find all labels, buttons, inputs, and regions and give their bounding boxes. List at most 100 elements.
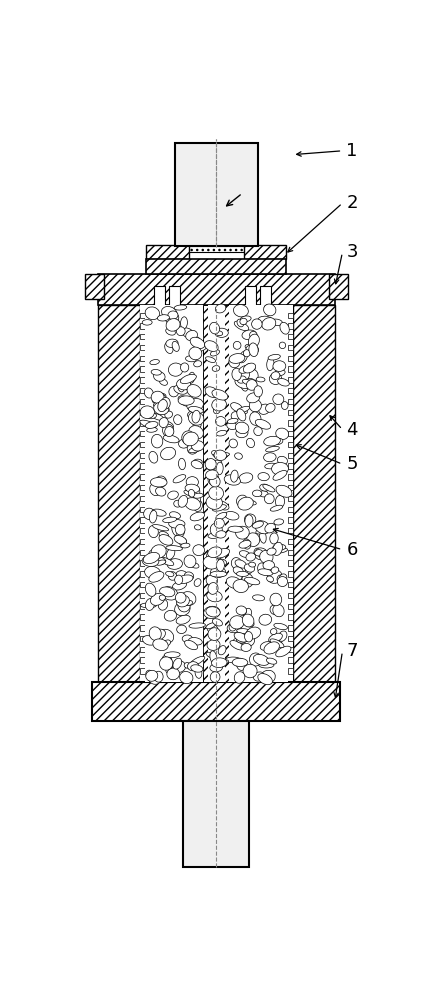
Bar	[288, 636, 292, 641]
Ellipse shape	[270, 319, 282, 326]
Ellipse shape	[194, 361, 202, 367]
Ellipse shape	[149, 451, 158, 463]
Ellipse shape	[229, 439, 238, 448]
Ellipse shape	[187, 662, 199, 671]
Bar	[140, 571, 145, 577]
Ellipse shape	[214, 405, 221, 414]
Ellipse shape	[159, 595, 165, 600]
Ellipse shape	[193, 500, 203, 511]
Ellipse shape	[273, 361, 286, 371]
Ellipse shape	[165, 571, 174, 576]
Ellipse shape	[246, 438, 254, 448]
Ellipse shape	[216, 559, 225, 571]
Ellipse shape	[271, 372, 280, 380]
Ellipse shape	[190, 486, 200, 497]
Text: 1: 1	[346, 142, 357, 160]
Ellipse shape	[255, 419, 271, 429]
Ellipse shape	[146, 670, 158, 681]
Ellipse shape	[277, 577, 287, 587]
Ellipse shape	[259, 404, 270, 414]
Bar	[288, 507, 292, 512]
Ellipse shape	[260, 530, 266, 543]
Bar	[140, 420, 145, 426]
Bar	[230, 356, 234, 361]
Ellipse shape	[264, 304, 276, 316]
Ellipse shape	[148, 413, 157, 419]
Ellipse shape	[157, 394, 166, 406]
Ellipse shape	[244, 500, 256, 505]
Ellipse shape	[235, 560, 246, 568]
Bar	[199, 366, 203, 372]
Ellipse shape	[211, 451, 219, 456]
Ellipse shape	[234, 632, 248, 642]
Ellipse shape	[243, 363, 256, 373]
Ellipse shape	[249, 562, 256, 567]
Ellipse shape	[270, 505, 283, 511]
Ellipse shape	[265, 403, 275, 412]
Bar	[140, 507, 145, 512]
Ellipse shape	[159, 629, 174, 643]
Ellipse shape	[166, 328, 176, 335]
Bar	[230, 366, 234, 372]
Bar	[288, 668, 292, 674]
Ellipse shape	[247, 369, 258, 381]
Bar	[199, 334, 203, 339]
Ellipse shape	[254, 386, 262, 397]
Ellipse shape	[179, 538, 187, 546]
Ellipse shape	[276, 485, 292, 497]
Ellipse shape	[241, 575, 251, 586]
Ellipse shape	[260, 484, 270, 491]
Ellipse shape	[259, 662, 274, 668]
Ellipse shape	[177, 527, 185, 538]
Ellipse shape	[169, 386, 179, 397]
Ellipse shape	[216, 531, 226, 538]
Ellipse shape	[159, 557, 174, 566]
Bar	[230, 399, 234, 404]
Ellipse shape	[206, 575, 217, 586]
Ellipse shape	[237, 319, 244, 327]
Ellipse shape	[260, 550, 273, 563]
Ellipse shape	[258, 674, 273, 685]
Ellipse shape	[146, 599, 154, 610]
Ellipse shape	[193, 459, 202, 465]
Ellipse shape	[249, 331, 257, 339]
Ellipse shape	[206, 460, 222, 470]
Ellipse shape	[190, 337, 205, 349]
Bar	[199, 647, 203, 652]
Ellipse shape	[181, 592, 196, 605]
Ellipse shape	[238, 408, 247, 414]
Bar	[140, 442, 145, 447]
Ellipse shape	[249, 343, 258, 357]
Ellipse shape	[236, 636, 247, 643]
Ellipse shape	[172, 581, 187, 590]
Ellipse shape	[189, 347, 202, 360]
Ellipse shape	[209, 550, 221, 562]
Ellipse shape	[207, 640, 220, 650]
Bar	[199, 604, 203, 609]
Ellipse shape	[142, 320, 152, 325]
Ellipse shape	[239, 540, 251, 548]
Ellipse shape	[172, 523, 179, 536]
Ellipse shape	[237, 406, 250, 413]
Bar	[230, 463, 234, 469]
Ellipse shape	[160, 587, 175, 597]
Ellipse shape	[158, 599, 168, 610]
Ellipse shape	[165, 313, 179, 324]
Ellipse shape	[265, 494, 274, 504]
Bar	[288, 388, 292, 393]
Ellipse shape	[276, 428, 289, 439]
Ellipse shape	[154, 372, 165, 381]
Bar	[288, 604, 292, 609]
Ellipse shape	[145, 583, 156, 596]
Ellipse shape	[176, 524, 185, 535]
Ellipse shape	[159, 418, 168, 428]
Ellipse shape	[195, 667, 202, 678]
Bar	[230, 593, 234, 598]
Ellipse shape	[258, 569, 273, 576]
Ellipse shape	[270, 533, 278, 544]
Ellipse shape	[273, 470, 287, 480]
Ellipse shape	[272, 462, 288, 475]
Bar	[199, 474, 203, 480]
Bar	[199, 560, 203, 566]
Ellipse shape	[246, 380, 257, 390]
